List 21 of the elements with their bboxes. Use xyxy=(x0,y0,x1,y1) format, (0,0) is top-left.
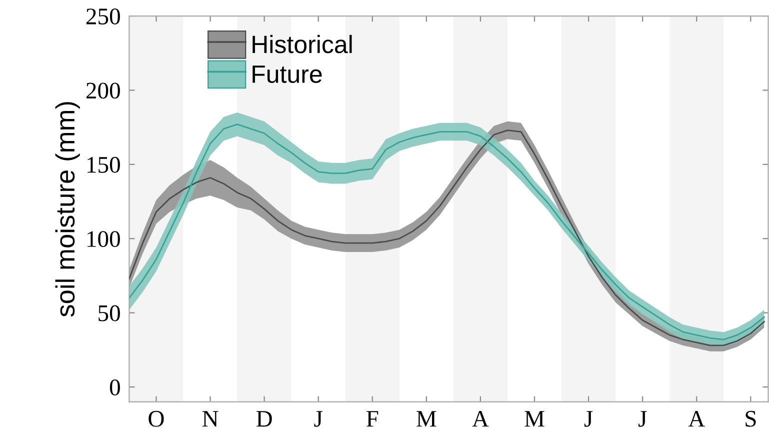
x-tick-label: J xyxy=(638,411,647,427)
x-tick-label: S xyxy=(746,410,756,427)
y-tick-label: 0 xyxy=(110,379,120,396)
x-tick-label: J xyxy=(584,411,593,427)
legend-label: Historical xyxy=(252,34,352,54)
x-tick-label: M xyxy=(524,411,544,427)
legend-label: Future xyxy=(252,66,322,84)
x-tick-label: M xyxy=(416,411,436,427)
x-tick-label: J xyxy=(314,411,322,427)
x-tick-label: F xyxy=(366,411,378,427)
y-tick-label: 150 xyxy=(88,156,120,173)
y-tick-label: 100 xyxy=(88,231,120,248)
y-tick-label: 200 xyxy=(86,82,120,99)
x-tick-label: A xyxy=(688,410,705,427)
y-tick-label: 50 xyxy=(98,305,120,322)
y-tick-label: 250 xyxy=(86,8,120,24)
x-tick-label: O xyxy=(148,410,164,427)
x-tick-label: A xyxy=(472,410,489,427)
y-axis-title: soil moisture (mm) xyxy=(55,102,80,317)
x-tick-label: N xyxy=(202,411,218,427)
x-tick-label: D xyxy=(256,411,272,427)
